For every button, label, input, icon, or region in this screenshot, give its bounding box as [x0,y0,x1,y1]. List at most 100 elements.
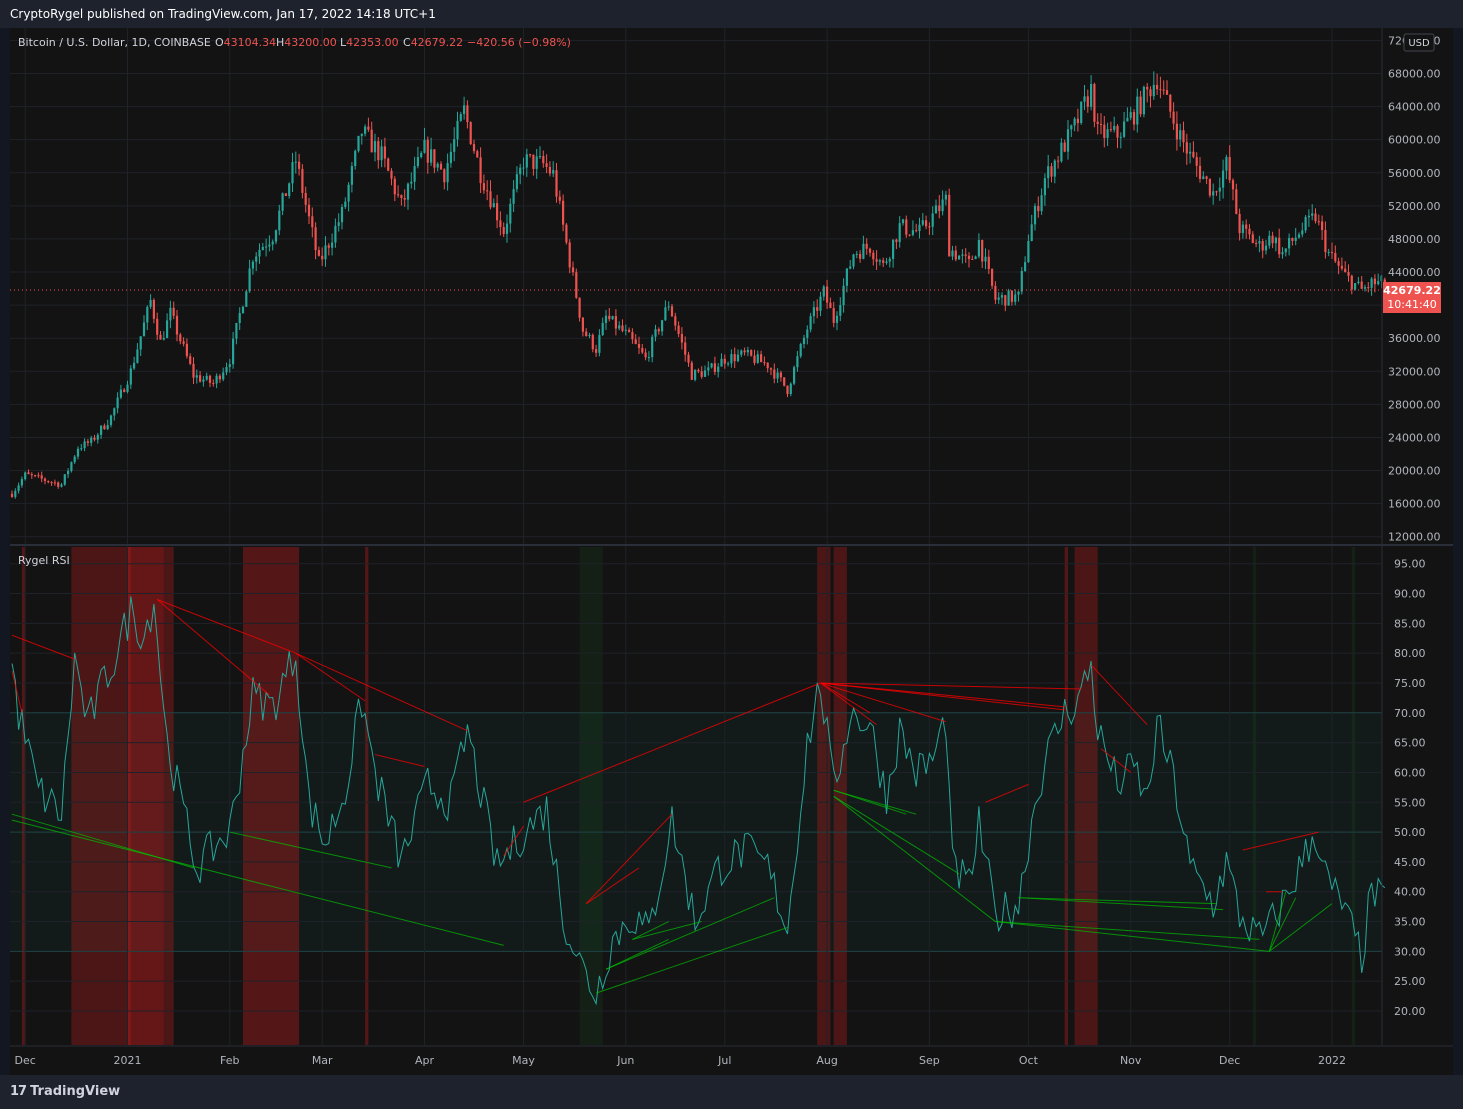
candle-body [1212,191,1215,196]
bullish-divergence-line [229,831,392,869]
candle-body [113,408,116,416]
candle-body [1268,235,1271,246]
time-tick-label: May [512,1054,535,1067]
candle-body [436,163,439,168]
candle-body [106,425,109,430]
candle-body [961,254,964,256]
candle-body [680,333,683,343]
candle-body [1113,125,1116,130]
candle-body [446,163,449,183]
candle-body [430,149,433,163]
candle-body [786,385,789,395]
bullish-divergence-line [1268,891,1287,952]
ohlc-open: O43104.34 [215,36,276,49]
candle-body [1106,129,1109,138]
grid-lines [10,28,1382,1045]
candle-body [1314,213,1317,222]
candle-body [1241,224,1244,234]
candle-body [301,168,304,193]
price-tick-label: 16000.00 [1388,498,1441,511]
candle-body [261,246,264,250]
candle-body [1189,151,1192,154]
candle-body [456,120,459,140]
candle-body [119,389,122,398]
bearish-divergence-line [523,682,821,803]
chart-area[interactable]: 72000.0068000.0064000.0060000.0056000.00… [10,28,1453,1075]
candle-body [958,255,961,260]
candle-body [367,126,370,130]
candle-body [1284,248,1287,253]
candle-body [466,105,469,123]
candle-body [502,227,505,234]
bullish-divergence-line [632,921,669,940]
time-tick-label: Jun [616,1054,634,1067]
candle-body [601,322,604,336]
candle-body [1123,121,1126,137]
candle-body [835,315,839,323]
candle-body [1020,270,1023,292]
candle-body [717,366,720,372]
candle-body [713,363,716,372]
candle-body [199,375,202,382]
bullish-divergence-line [595,927,788,994]
tradingview-logo[interactable]: 17 TradingView [10,1084,120,1099]
chart-svg[interactable]: 72000.0068000.0064000.0060000.0056000.00… [10,28,1453,1075]
bullish-divergence-line [833,795,960,875]
candle-body [1297,234,1301,238]
time-axis[interactable]: Dec 2021 Feb Mar Apr May Jun Jul Aug Sep Oct Nov Dec… [15,1054,1346,1067]
bearish-divergence-line [820,682,871,714]
bullish-divergence-line [605,938,669,970]
candlestick-series [10,71,1386,499]
price-tick-label: 20000.00 [1388,465,1441,478]
overbought-highlight [833,547,847,1045]
candle-body [93,437,96,440]
candle-body [1301,230,1304,235]
bearish-divergence-line [295,652,366,702]
rsi-axis[interactable]: 95.00 90.00 85.00 80.00 75.00 70.00 65.00 60.00… [1394,558,1426,1018]
candle-body [383,146,386,159]
rsi-title[interactable]: Rygel RSI [18,554,70,567]
candle-body [139,336,142,350]
candle-body [812,307,815,317]
candle-body [416,157,419,167]
symbol-title[interactable]: Bitcoin / U.S. Dollar, 1D, COINBASE [18,36,211,49]
candle-body [637,343,641,348]
candle-body [172,307,175,316]
candle-body [641,347,644,353]
candle-body [96,434,99,440]
price-tick-label: 36000.00 [1388,332,1441,345]
candle-body [1344,268,1347,273]
candle-body [1179,130,1182,140]
candle-body [268,244,271,247]
bearish-divergence-line [820,682,947,723]
candle-body [918,224,921,232]
candle-body [697,369,700,372]
candle-body [664,307,667,321]
rsi-tick-label: 80.00 [1394,647,1426,660]
candle-body [1334,253,1337,262]
publish-header: CryptoRygel published on TradingView.com… [0,0,1463,28]
currency-button[interactable]: USD [1403,33,1435,52]
bearish-divergence-line [585,867,640,905]
candle-body [1218,187,1221,192]
candle-body [806,329,809,338]
footer-bar: 17 TradingView [0,1075,1463,1109]
candle-body [809,316,812,330]
candle-body [651,336,654,358]
candle-body [1370,278,1373,288]
candle-body [1162,89,1165,91]
time-tick-label: 2021 [114,1054,142,1067]
bullish-divergence-line [11,819,504,946]
candle-body [20,479,23,486]
candle-body [271,241,274,245]
candle-body [532,154,535,169]
candle-body [202,379,205,382]
candle-body [1010,290,1013,302]
candle-body [845,268,848,286]
candle-body [86,441,89,443]
candle-body [769,368,773,370]
candle-body [994,285,997,300]
candle-body [604,315,608,323]
candle-body [538,156,542,158]
candle-body [694,369,697,380]
